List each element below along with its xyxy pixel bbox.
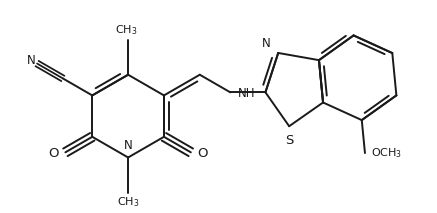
Text: N: N: [27, 54, 36, 67]
Text: O: O: [49, 147, 59, 160]
Text: OCH$_3$: OCH$_3$: [371, 146, 403, 160]
Text: NH: NH: [238, 87, 255, 100]
Text: CH$_3$: CH$_3$: [114, 23, 137, 37]
Text: S: S: [285, 134, 293, 147]
Text: O: O: [198, 147, 208, 160]
Text: N: N: [124, 138, 132, 151]
Text: N: N: [262, 37, 271, 50]
Text: CH$_3$: CH$_3$: [117, 195, 139, 209]
